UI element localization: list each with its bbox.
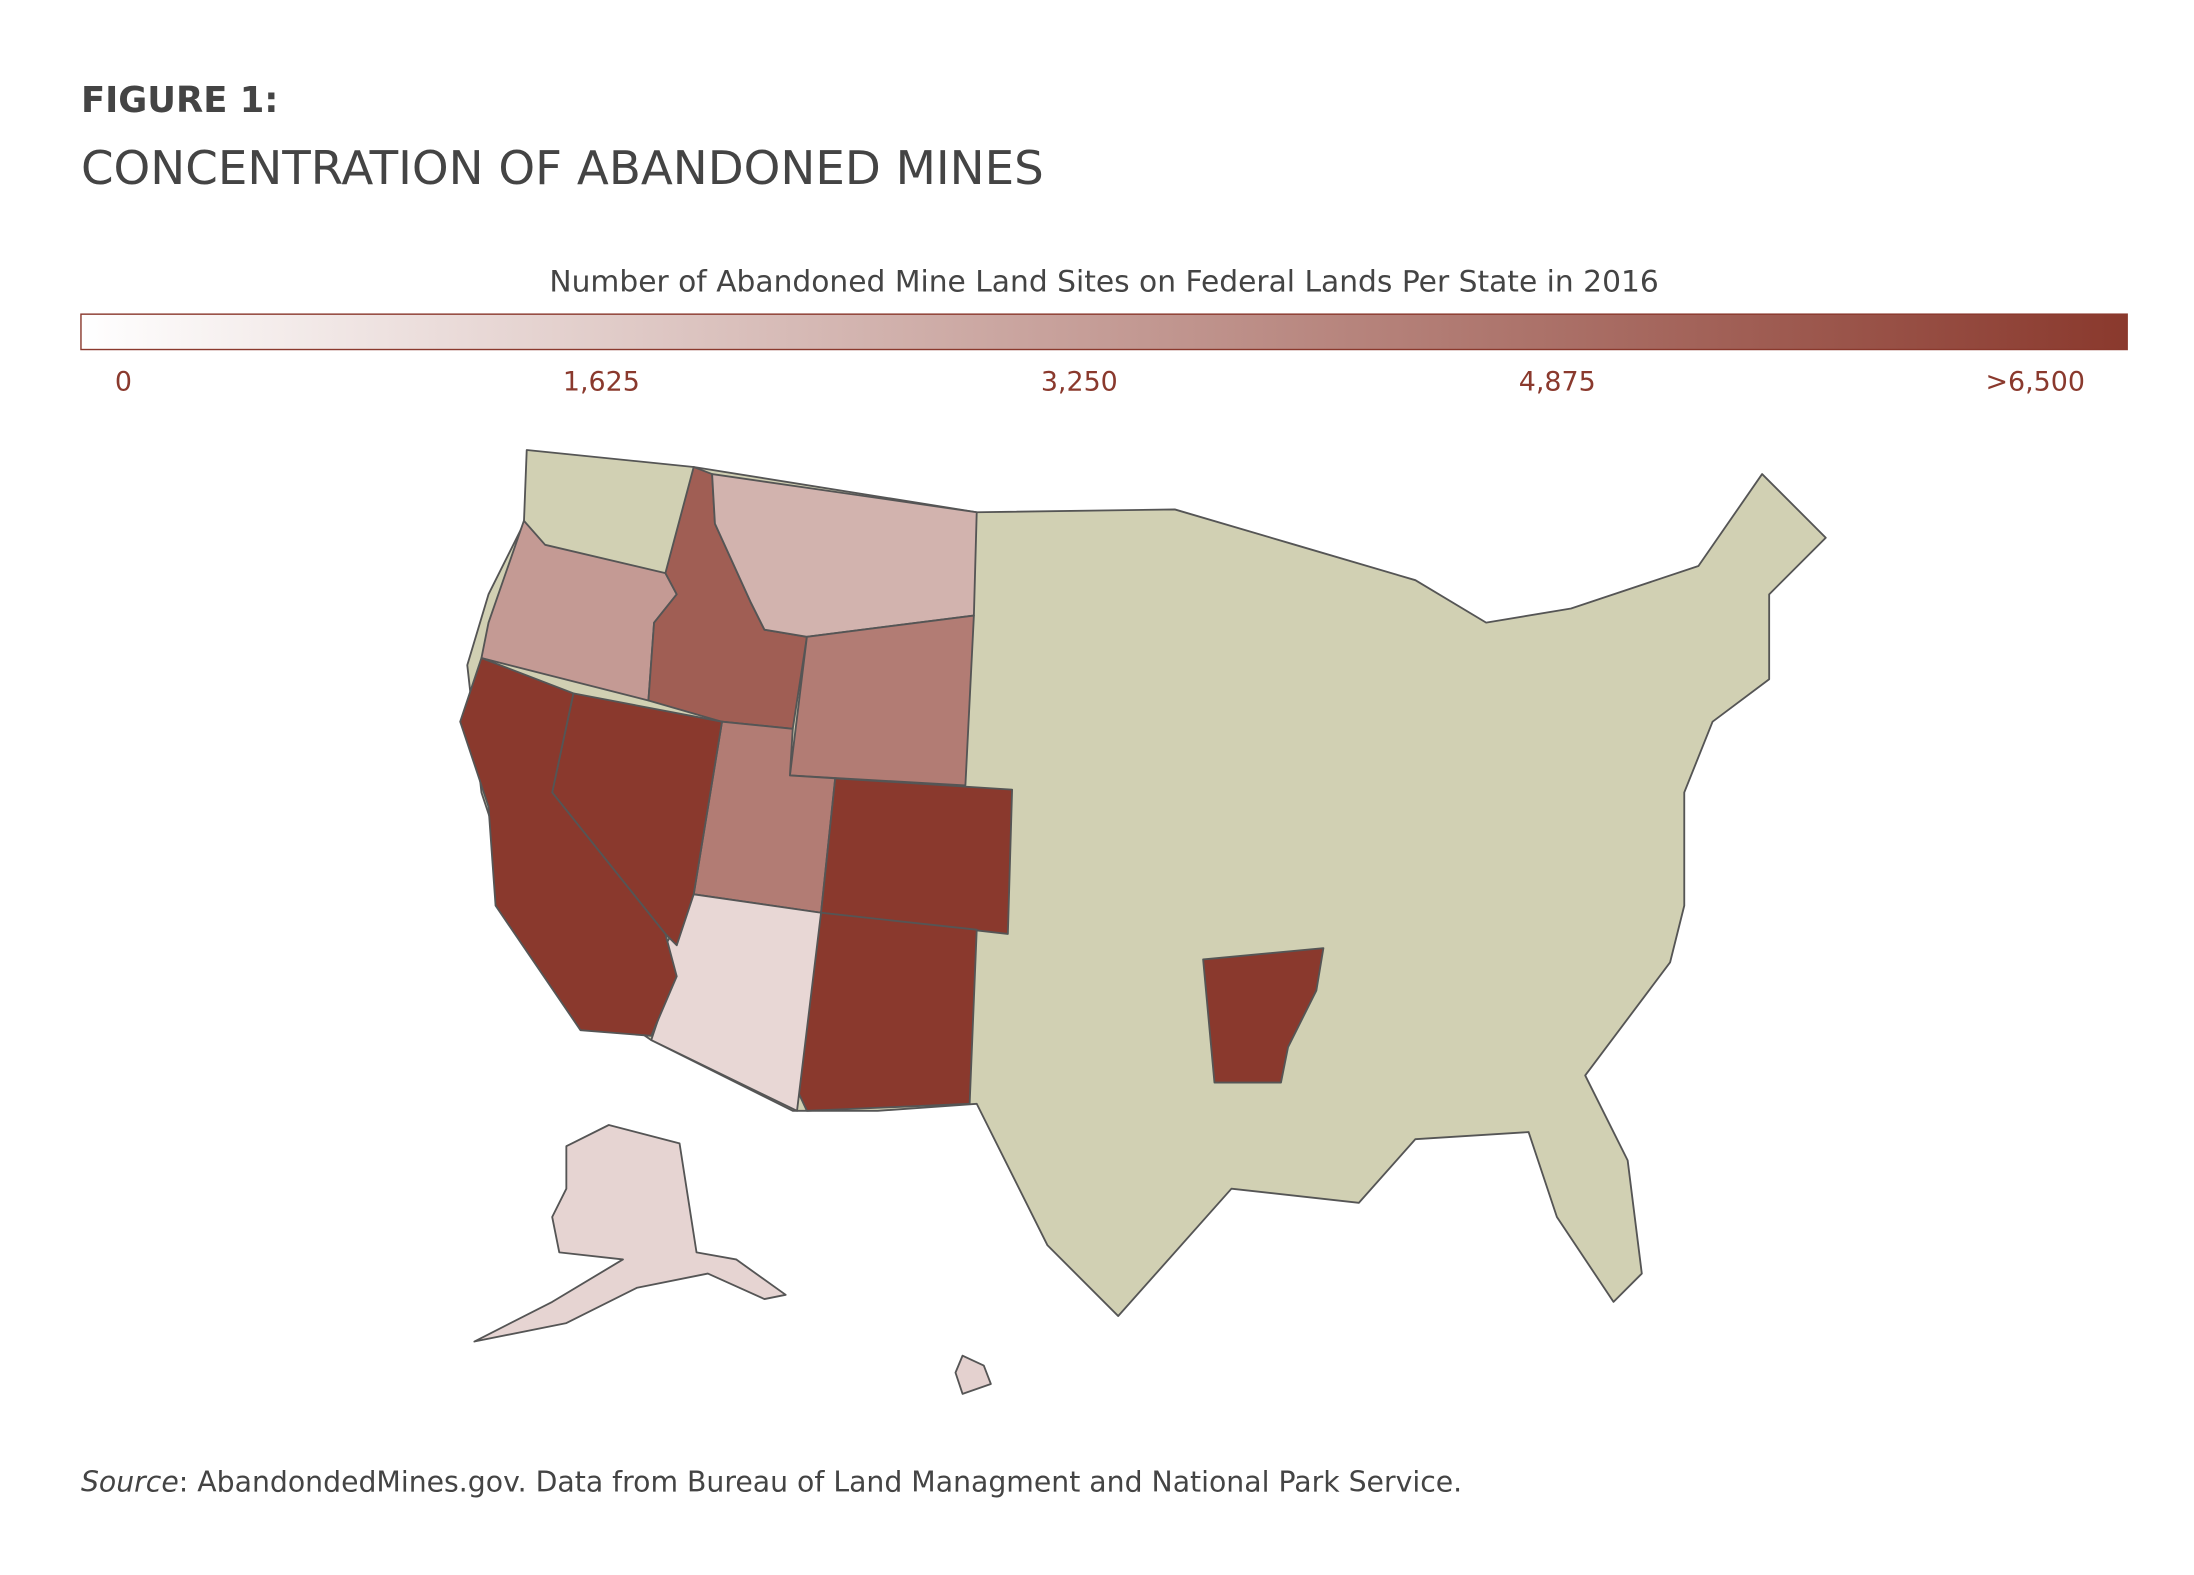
chart-title: CONCENTRATION OF ABANDONED MINES [81, 142, 1044, 196]
tick-label: 1,625 [563, 367, 640, 398]
region [1202, 947, 1325, 1084]
tick-label: >6,500 [1985, 367, 2084, 398]
legend-title: Number of Abandoned Mine Land Sites on F… [549, 265, 1658, 300]
source-label: Source [81, 1466, 179, 1499]
region [459, 657, 678, 1037]
source: Source: AbandondedMines.gov. Data from B… [81, 1466, 1462, 1499]
region [796, 911, 978, 1112]
region [789, 614, 975, 787]
color-bar [80, 313, 2128, 351]
map [459, 466, 1325, 1395]
region [954, 1354, 992, 1395]
region [820, 777, 1014, 935]
tick-label: 4,875 [1519, 367, 1596, 398]
tick-label: 3,250 [1041, 367, 1118, 398]
tick-label: 0 [115, 367, 132, 398]
source-text: : AbandondedMines.gov. Data from Bureau … [179, 1466, 1462, 1499]
region [473, 1124, 787, 1343]
figure-label: FIGURE 1: [81, 80, 278, 121]
region [711, 473, 978, 638]
